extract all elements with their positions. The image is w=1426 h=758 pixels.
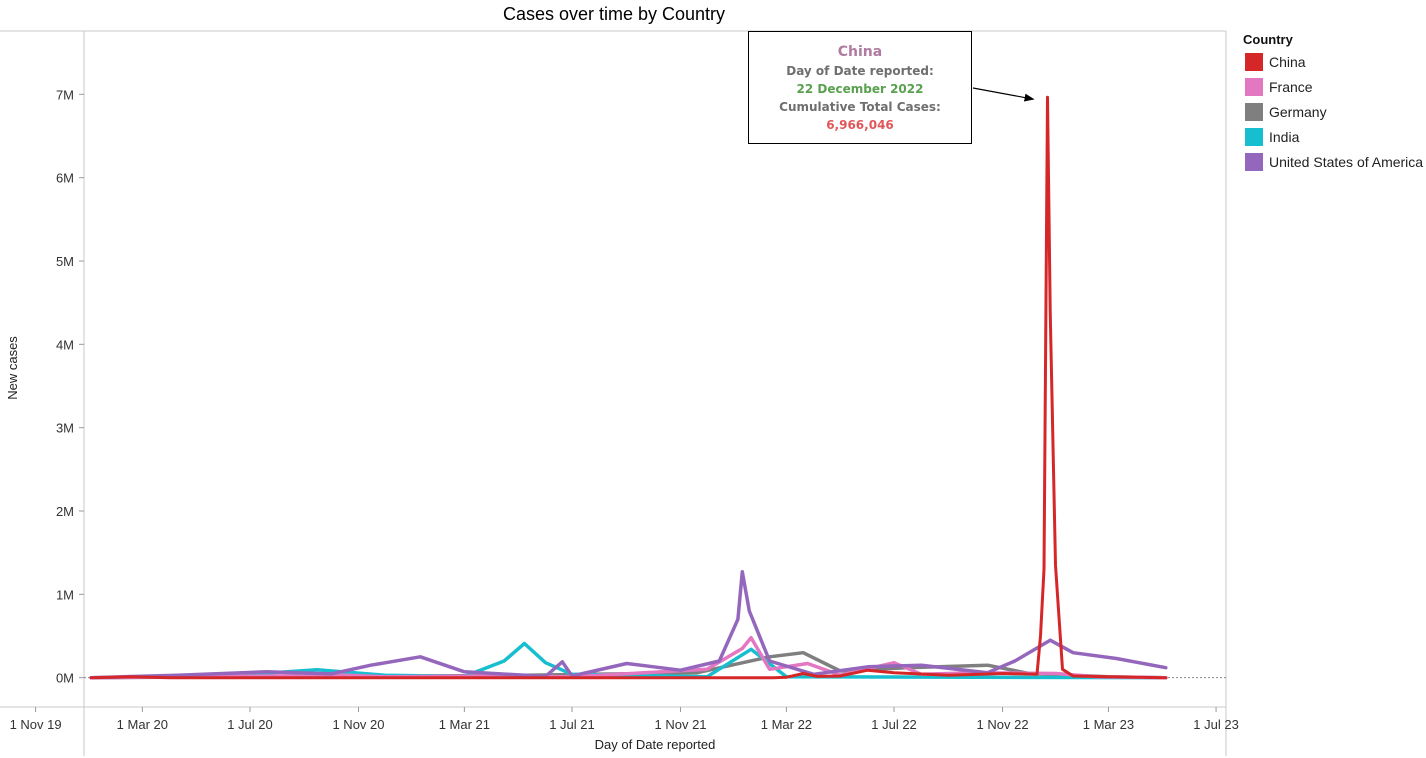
x-tick-label: 1 Nov 20 — [332, 717, 384, 732]
legend-swatch — [1245, 102, 1263, 121]
annotation-layer — [972, 87, 1035, 102]
series-line-united-states-of-america — [89, 570, 1168, 680]
legend-swatch — [1245, 152, 1263, 171]
series-line-china — [89, 95, 1168, 680]
y-axis-label: New cases — [5, 336, 20, 400]
y-tick-label: 0M — [56, 671, 74, 686]
legend-swatch — [1245, 52, 1263, 71]
series-lines — [89, 95, 1168, 680]
x-tick-label: 1 Mar 22 — [761, 717, 812, 732]
tooltip-country: China — [837, 44, 883, 60]
y-tick-label: 4M — [56, 337, 74, 352]
plot-frame — [0, 30, 1227, 756]
legend-item[interactable]: United States of America — [1243, 149, 1425, 174]
legend-item[interactable]: Germany — [1243, 99, 1425, 124]
x-axis-label: Day of Date reported — [595, 737, 716, 752]
x-tick-label: 1 Mar 20 — [117, 717, 168, 732]
legend-label: India — [1269, 128, 1300, 145]
legend: Country China France Germany India United St… — [1243, 32, 1425, 174]
legend-title: Country — [1243, 32, 1293, 47]
x-tick-label: 1 Mar 23 — [1083, 717, 1134, 732]
legend-swatch — [1245, 127, 1263, 146]
legend-label: Germany — [1269, 103, 1327, 120]
legend-label: France — [1269, 78, 1313, 95]
x-tick-label: 1 Jul 21 — [549, 717, 595, 732]
legend-item[interactable]: China — [1243, 49, 1425, 74]
y-axis: 0M 1M 2M 3M 4M 5M 6M 7M — [56, 87, 84, 686]
x-tick-label: 1 Nov 21 — [655, 717, 707, 732]
x-axis: 1 Nov 19 1 Mar 20 1 Jul 20 1 Nov 20 1 Mar 21… — [10, 707, 1239, 732]
annotation-arrow — [972, 87, 1035, 102]
x-tick-label: 1 Jul 23 — [1193, 717, 1239, 732]
x-tick-label: 1 Nov 22 — [977, 717, 1029, 732]
legend-swatch — [1245, 77, 1263, 96]
y-tick-label: 5M — [56, 254, 74, 269]
tooltip-callout: China Day of Date reported: 22 December … — [748, 31, 972, 144]
x-tick-label: 1 Jul 20 — [227, 717, 273, 732]
x-tick-label: 1 Nov 19 — [10, 717, 62, 732]
y-tick-label: 3M — [56, 421, 74, 436]
legend-item[interactable]: India — [1243, 124, 1425, 149]
x-tick-label: 1 Jul 22 — [871, 717, 917, 732]
tooltip-date-value: 22 December 2022 — [796, 82, 924, 96]
series-line-india — [89, 641, 1168, 680]
x-tick-label: 1 Mar 21 — [439, 717, 490, 732]
legend-label: United States of America — [1269, 153, 1424, 170]
legend-item[interactable]: France — [1243, 74, 1425, 99]
legend-label: China — [1269, 53, 1306, 70]
y-tick-label: 2M — [56, 504, 74, 519]
tooltip-value-label: Cumulative Total Cases: — [779, 100, 941, 114]
y-tick-label: 6M — [56, 171, 74, 186]
y-tick-label: 1M — [56, 587, 74, 602]
chart-title: Cases over time by Country — [503, 4, 725, 24]
tooltip-date-label: Day of Date reported: — [786, 64, 934, 78]
tooltip-value: 6,966,046 — [826, 118, 894, 132]
y-tick-label: 7M — [56, 87, 74, 102]
